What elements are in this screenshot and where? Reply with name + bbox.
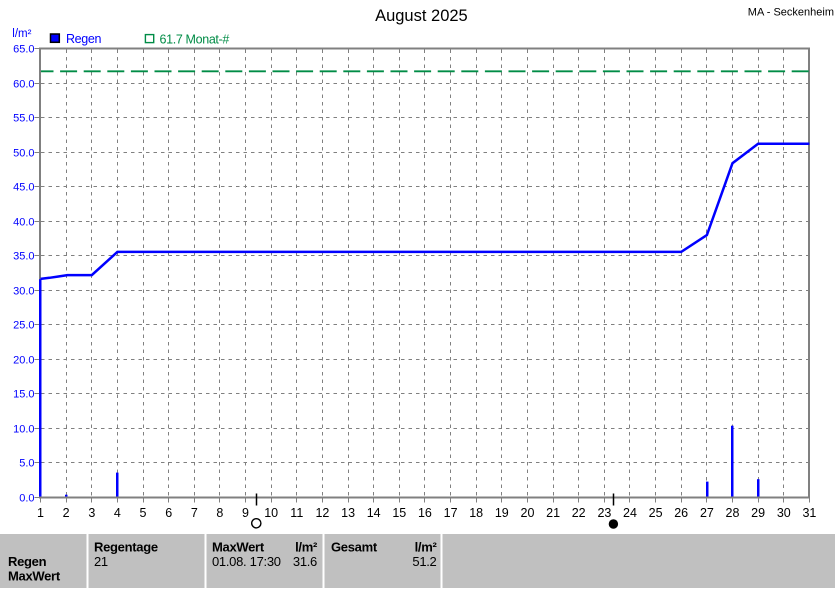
svg-text:15.0: 15.0 (13, 389, 34, 401)
svg-text:12: 12 (315, 506, 329, 520)
svg-text:10: 10 (264, 506, 278, 520)
svg-text:18: 18 (469, 506, 483, 520)
svg-text:65.0: 65.0 (13, 44, 34, 56)
svg-text:1: 1 (37, 506, 44, 520)
svg-text:19: 19 (495, 506, 509, 520)
svg-text:5: 5 (140, 506, 147, 520)
svg-text:Regen: Regen (8, 554, 47, 569)
svg-text:31: 31 (802, 506, 816, 520)
svg-text:26: 26 (674, 506, 688, 520)
svg-text:23: 23 (597, 506, 611, 520)
svg-text:35.0: 35.0 (13, 251, 34, 263)
svg-text:40.0: 40.0 (13, 217, 34, 229)
svg-text:16: 16 (418, 506, 432, 520)
svg-text:6: 6 (165, 506, 172, 520)
svg-text:20.0: 20.0 (13, 355, 34, 367)
svg-text:l/m²: l/m² (415, 539, 438, 554)
svg-text:2: 2 (63, 506, 70, 520)
svg-text:0.0: 0.0 (19, 493, 34, 505)
svg-text:MaxWert: MaxWert (8, 569, 61, 584)
svg-text:51.2: 51.2 (412, 554, 436, 569)
svg-text:21: 21 (94, 554, 108, 569)
svg-text:50.0: 50.0 (13, 148, 34, 160)
svg-text:7: 7 (191, 506, 198, 520)
svg-text:21: 21 (546, 506, 560, 520)
svg-text:17: 17 (444, 506, 458, 520)
svg-text:30.0: 30.0 (13, 286, 34, 298)
svg-text:9: 9 (242, 506, 249, 520)
svg-text:31.6: 31.6 (293, 554, 317, 569)
svg-text:01.08. 17:30: 01.08. 17:30 (212, 554, 281, 569)
svg-text:l/m²: l/m² (295, 539, 318, 554)
svg-text:Regentage: Regentage (94, 539, 158, 554)
svg-text:August 2025: August 2025 (375, 7, 468, 25)
svg-text:MA - Seckenheim: MA - Seckenheim (748, 6, 834, 18)
svg-text:15: 15 (392, 506, 406, 520)
svg-text:5.0: 5.0 (19, 458, 34, 470)
svg-text:25.0: 25.0 (13, 320, 34, 332)
svg-text:22: 22 (572, 506, 586, 520)
svg-text:45.0: 45.0 (13, 182, 34, 194)
svg-text:61.7 Monat-#: 61.7 Monat-# (160, 32, 230, 46)
svg-text:10.0: 10.0 (13, 424, 34, 436)
svg-text:l/m²: l/m² (12, 28, 31, 40)
svg-text:27: 27 (700, 506, 714, 520)
svg-text:60.0: 60.0 (13, 79, 34, 91)
svg-text:29: 29 (751, 506, 765, 520)
svg-text:3: 3 (88, 506, 95, 520)
svg-text:8: 8 (216, 506, 223, 520)
svg-text:4: 4 (114, 506, 121, 520)
svg-text:11: 11 (290, 506, 303, 520)
svg-text:25: 25 (649, 506, 663, 520)
svg-text:28: 28 (726, 506, 740, 520)
svg-text:13: 13 (341, 506, 355, 520)
svg-text:14: 14 (367, 506, 381, 520)
svg-text:Regen: Regen (66, 32, 101, 46)
svg-text:55.0: 55.0 (13, 113, 34, 125)
svg-text:24: 24 (623, 506, 637, 520)
svg-text:30: 30 (777, 506, 791, 520)
svg-text:MaxWert: MaxWert (212, 539, 265, 554)
svg-text:20: 20 (521, 506, 535, 520)
svg-text:Gesamt: Gesamt (331, 539, 378, 554)
